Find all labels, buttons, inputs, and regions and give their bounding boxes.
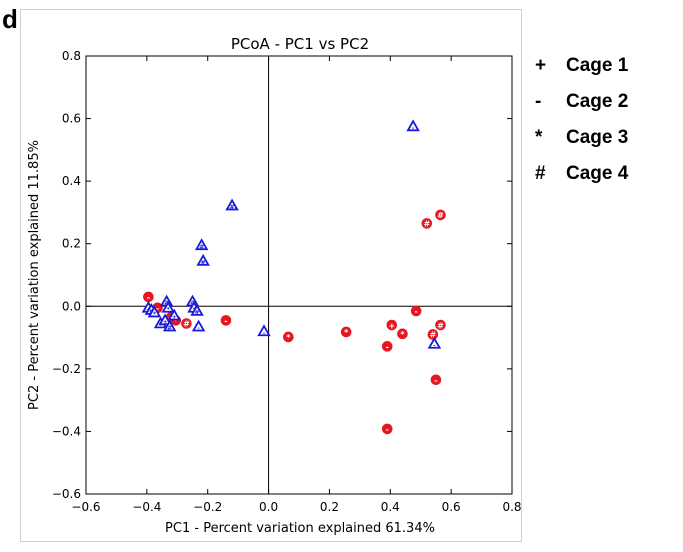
svg-text:*: * <box>400 330 405 339</box>
triangle-point: - <box>191 319 206 332</box>
svg-text:-: - <box>434 376 437 385</box>
svg-text:#: # <box>199 244 204 251</box>
circle-point: - <box>143 291 154 303</box>
svg-text:#: # <box>423 220 430 229</box>
triangle-point: - <box>257 324 271 337</box>
x-tick-label: −0.2 <box>193 500 222 514</box>
svg-text:+: + <box>388 321 395 330</box>
legend-symbol: # <box>535 163 546 184</box>
x-tick-label: 0.6 <box>442 500 461 514</box>
y-tick-label: −0.4 <box>52 424 81 438</box>
svg-text:+: + <box>163 319 168 326</box>
triangle-point: + <box>158 313 172 326</box>
legend-label: Cage 3 <box>566 127 629 148</box>
svg-text:-: - <box>156 304 159 313</box>
svg-text:#: # <box>437 211 444 220</box>
y-tick-label: 0.6 <box>62 112 81 126</box>
svg-text:-: - <box>386 425 389 434</box>
legend-item-cage-2: - Cage 2 <box>530 84 628 120</box>
legend-label: Cage 2 <box>566 91 629 112</box>
triangle-point: # <box>190 303 204 316</box>
svg-text:*: * <box>344 328 349 337</box>
svg-text:-: - <box>197 325 200 332</box>
triangle-point: - <box>406 119 420 132</box>
y-axis-label: PC2 - Percent variation explained 11.85% <box>27 140 42 410</box>
circle-point: - <box>430 374 442 386</box>
svg-text:*: * <box>153 311 157 318</box>
circle-point: # <box>435 209 446 221</box>
svg-text:-: - <box>263 330 266 337</box>
legend: + Cage 1 - Cage 2 * Cage 3 # Cage 4 <box>530 48 628 192</box>
svg-text:#: # <box>183 320 190 329</box>
circle-point: * <box>340 326 352 338</box>
y-tick-label: 0.0 <box>62 299 81 313</box>
y-tick-label: −0.6 <box>52 487 81 501</box>
triangle-point: * <box>147 305 162 318</box>
triangle-point: # <box>196 253 210 266</box>
svg-text:*: * <box>174 317 179 326</box>
circle-point: - <box>381 423 393 435</box>
legend-symbol: * <box>535 127 543 148</box>
triangle-point: # <box>162 319 177 332</box>
legend-label: Cage 1 <box>566 55 629 76</box>
figure-frame <box>20 9 522 542</box>
svg-text:-: - <box>433 342 436 349</box>
circle-point: * <box>283 331 294 343</box>
panel-letter: d <box>2 4 18 34</box>
legend-item-cage-4: # Cage 4 <box>530 156 628 192</box>
svg-text:#: # <box>201 259 206 266</box>
triangle-point: # <box>225 198 239 211</box>
svg-text:#: # <box>437 321 444 330</box>
legend-label: Cage 4 <box>566 163 629 184</box>
chart-title: PCoA - PC1 vs PC2 <box>231 35 369 53</box>
svg-text:#: # <box>167 325 172 332</box>
circle-point: - <box>381 341 393 352</box>
circle-point: # <box>181 318 192 329</box>
svg-text:#: # <box>430 331 437 340</box>
x-tick-label: −0.4 <box>132 500 161 514</box>
y-axis-ticks: −0.6 −0.4 −0.2 0.0 0.2 0.4 0.6 0.8 <box>52 49 512 501</box>
legend-symbol: - <box>535 91 542 112</box>
y-tick-label: 0.2 <box>62 237 81 251</box>
data-points: --+*#-**-+*-####--+#*-+#*#+#*#-###--- <box>141 119 446 435</box>
circle-point: - <box>410 305 422 317</box>
circle-point: # <box>427 329 439 340</box>
legend-item-cage-3: * Cage 3 <box>530 120 628 156</box>
svg-text:-: - <box>224 317 227 326</box>
svg-text:-: - <box>147 293 150 302</box>
circle-point: + <box>386 319 398 331</box>
x-tick-label: 0.0 <box>259 500 278 514</box>
legend-symbol: + <box>535 55 547 76</box>
svg-text:-: - <box>159 322 162 329</box>
circle-point: # <box>421 218 433 229</box>
x-tick-label: 0.8 <box>502 500 521 514</box>
svg-text:+: + <box>172 314 177 321</box>
svg-text:#: # <box>195 309 200 316</box>
circle-point: * <box>397 328 408 340</box>
legend-item-cage-1: + Cage 1 <box>530 48 628 84</box>
triangle-point: # <box>194 238 209 251</box>
svg-text:*: * <box>167 306 171 313</box>
x-axis-ticks: −0.6 −0.4 −0.2 0.0 0.2 0.4 0.6 0.8 <box>71 56 522 514</box>
svg-text:#: # <box>230 204 235 211</box>
triangle-point: - <box>427 336 442 349</box>
y-tick-label: −0.2 <box>52 362 81 376</box>
y-tick-label: 0.8 <box>62 49 81 63</box>
x-tick-label: 0.4 <box>381 500 400 514</box>
triangle-point: + <box>167 308 181 321</box>
svg-text:-: - <box>386 343 389 352</box>
y-tick-label: 0.4 <box>62 174 81 188</box>
svg-text:-: - <box>412 125 415 132</box>
circle-point: # <box>435 319 446 331</box>
x-tick-label: −0.6 <box>71 500 100 514</box>
triangle-point: * <box>161 300 175 313</box>
circle-point: - <box>220 315 232 326</box>
svg-text:*: * <box>286 333 291 342</box>
svg-text:-: - <box>414 307 417 316</box>
x-axis-label: PC1 - Percent variation explained 61.34% <box>165 521 435 536</box>
plot-area <box>85 55 513 495</box>
x-tick-label: 0.2 <box>320 500 339 514</box>
